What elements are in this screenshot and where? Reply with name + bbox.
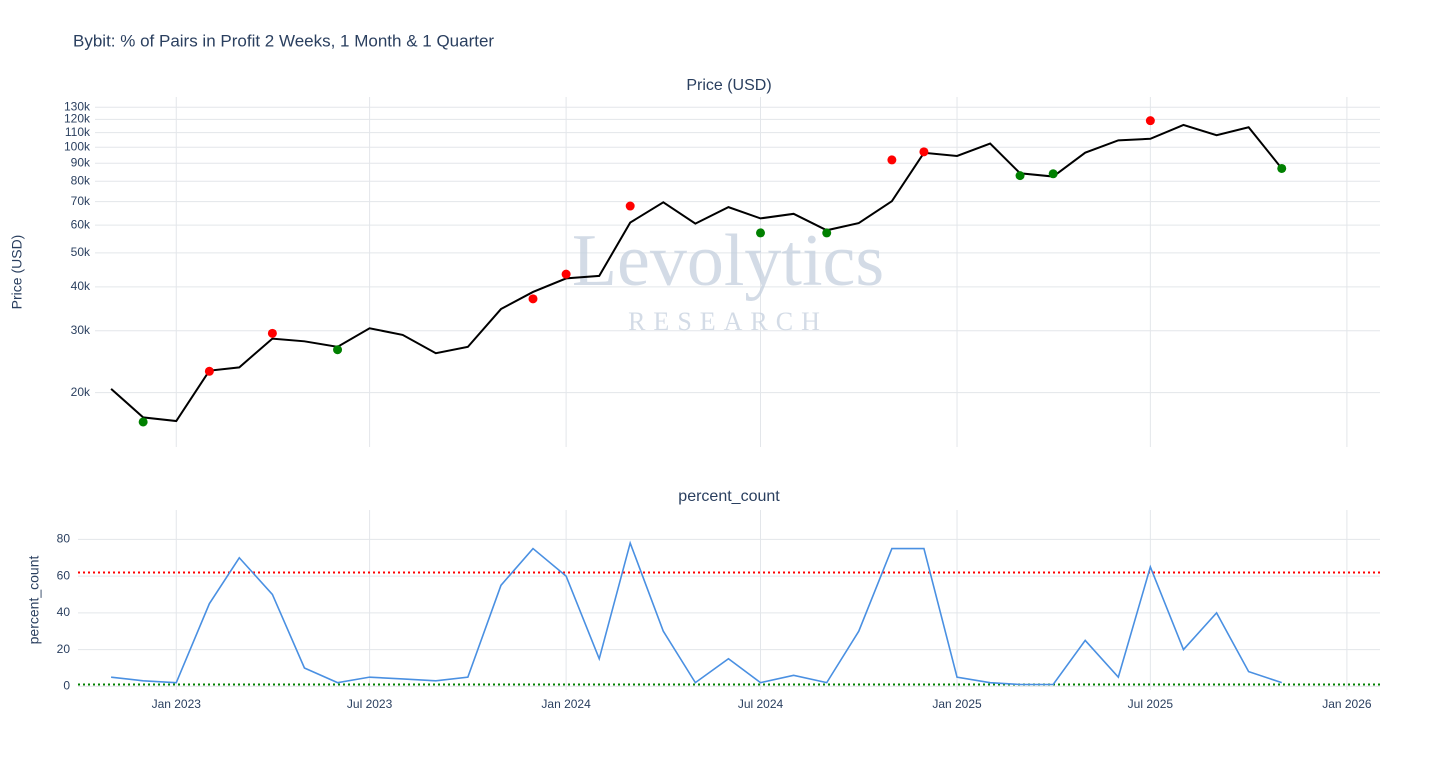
y-tick-label: 20k	[71, 385, 91, 399]
y-tick-label: 70k	[71, 194, 91, 208]
y-tick-label: 110k	[65, 125, 91, 139]
y-tick-label: 50k	[71, 245, 91, 259]
low-points	[822, 228, 832, 238]
y-tick-label: 30k	[71, 323, 91, 337]
low-points	[1277, 163, 1287, 173]
subplot-title: Price (USD)	[686, 77, 771, 94]
y-tick-label: 20	[57, 642, 71, 656]
y-tick-label: 100k	[64, 139, 91, 153]
low-points	[1048, 169, 1058, 179]
high-points	[561, 269, 571, 279]
high-points	[204, 366, 214, 376]
high-points	[625, 201, 635, 211]
y-axis-title: percent_count	[26, 556, 42, 645]
y-tick-label: 90k	[71, 155, 91, 169]
high-points	[919, 147, 929, 157]
high-points	[267, 328, 277, 338]
y-tick-label: 60	[57, 568, 71, 582]
low-points	[756, 228, 766, 238]
high-points	[1145, 116, 1155, 126]
x-tick-label: Jan 2023	[152, 697, 202, 711]
watermark-sub: RESEARCH	[628, 307, 828, 336]
low-points	[138, 417, 148, 427]
y-tick-label: 80k	[71, 173, 91, 187]
y-axis-title: Price (USD)	[9, 235, 25, 310]
high-points	[887, 155, 897, 165]
y-tick-label: 40	[57, 605, 71, 619]
chart-title: Bybit: % of Pairs in Profit 2 Weeks, 1 M…	[73, 31, 494, 50]
price-line	[111, 540, 1282, 686]
high-points	[528, 294, 538, 304]
y-tick-label: 40k	[71, 279, 91, 293]
x-tick-label: Jan 2025	[932, 697, 982, 711]
x-tick-label: Jul 2024	[738, 697, 784, 711]
y-tick-label: 0	[63, 678, 70, 692]
y-tick-label: 60k	[71, 217, 91, 231]
x-tick-label: Jan 2024	[541, 697, 591, 711]
x-tick-label: Jan 2026	[1322, 697, 1372, 711]
low-points	[1015, 171, 1025, 181]
x-tick-label: Jul 2025	[1128, 697, 1174, 711]
price-line	[110, 123, 1283, 423]
low-points	[333, 345, 343, 355]
watermark: Levolytics	[572, 220, 884, 302]
y-tick-label: 120k	[64, 112, 91, 126]
x-tick-label: Jul 2023	[347, 697, 393, 711]
subplot-title: percent_count	[678, 488, 780, 505]
y-tick-label: 80	[57, 532, 71, 546]
y-tick-label: 130k	[64, 99, 91, 113]
